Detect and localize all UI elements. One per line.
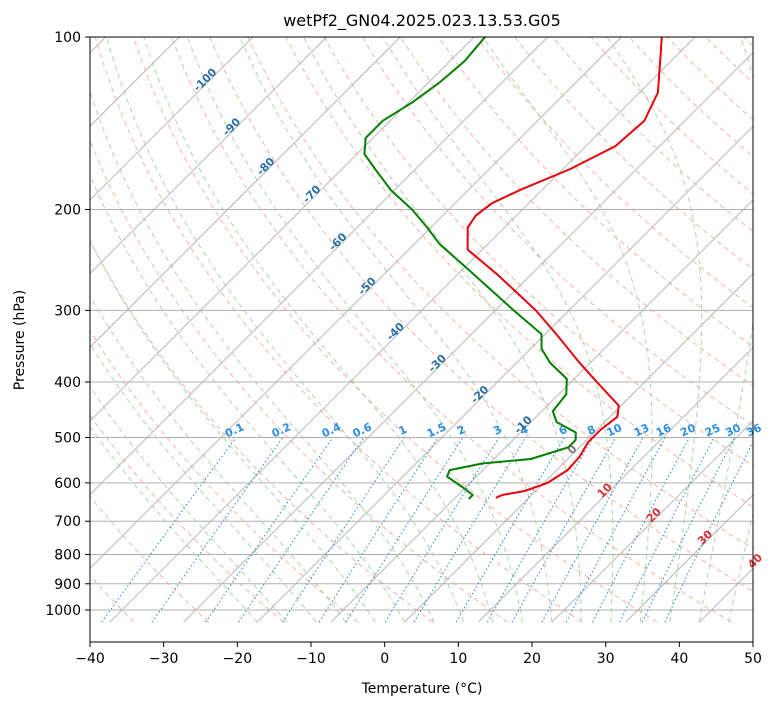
mixing-ratio-label: 13 [632, 421, 651, 439]
y-tick-label: 1000 [45, 603, 81, 619]
x-axis-title: Temperature (°C) [361, 681, 483, 697]
mixing-ratio-label: 25 [703, 421, 722, 439]
x-tick-label: 50 [744, 651, 762, 667]
y-tick-label: 800 [54, 547, 81, 563]
mixing-ratio-line [486, 437, 594, 623]
isotherm-line [109, 37, 696, 623]
background-lines [90, 37, 753, 623]
isotherm-line [90, 37, 622, 569]
mixing-ratio-line [455, 437, 565, 623]
isotherm-line [625, 494, 753, 623]
mixing-ratio-line [565, 437, 666, 623]
x-axis: −40 −30 −20 −10 0 10 20 30 40 50 [75, 642, 762, 667]
y-tick-label: 300 [54, 303, 81, 319]
isotherm-line [477, 346, 753, 623]
mixing-ratio-line [619, 437, 715, 623]
mixing-ratio-label: 10 [605, 421, 625, 439]
moist-adiabat-line [143, 37, 494, 623]
mixing-ratio-line [345, 437, 464, 623]
x-tick-label: −10 [296, 651, 326, 667]
x-tick-label: 20 [523, 651, 541, 667]
mixing-ratio-line [641, 437, 736, 623]
isotherm-line [90, 37, 475, 422]
isotherm-line [90, 37, 401, 348]
x-tick-label: −40 [75, 651, 105, 667]
dry-adiabat-line [90, 239, 434, 623]
mixing-ratio-line [151, 437, 284, 623]
dry-adiabat-line [90, 139, 508, 623]
isotherm-line [183, 52, 753, 623]
y-tick-label: 700 [54, 514, 81, 530]
y-axis: 100 200 300 400 500 600 700 800 900 1000 [45, 30, 90, 619]
dry-adiabat-line [90, 495, 210, 623]
mixing-ratio-label: 30 [723, 421, 743, 439]
moist-adiabat-line [90, 174, 405, 623]
isotherm-line [90, 37, 254, 201]
y-tick-label: 400 [54, 375, 81, 391]
chart-title: wetPf2_GN04.2025.023.13.53.G05 [283, 11, 561, 31]
moist-adiabat-line [90, 239, 376, 623]
y-tick-label: 600 [54, 476, 81, 492]
dry-adiabat-line [171, 37, 732, 623]
isotherm-line [90, 37, 327, 275]
dry-adiabat-line [323, 37, 753, 467]
moist-adiabat-line [303, 37, 582, 623]
mixing-ratio-line [205, 437, 334, 623]
mixing-ratio-line [238, 437, 365, 623]
dry-adiabat-line [90, 574, 135, 623]
moist-adiabat-line [90, 89, 435, 623]
dry-adiabat-line [209, 37, 753, 592]
mixing-ratio-line [592, 437, 690, 623]
profile-series [363, 37, 663, 500]
moist-adiabat-line [187, 37, 523, 623]
x-tick-label: −20 [223, 651, 253, 667]
dry-adiabat-line [94, 37, 583, 623]
dry-adiabat-line [437, 37, 753, 348]
mixing-ratio-line [101, 437, 237, 623]
x-tick-label: −30 [149, 651, 179, 667]
isotherm-line [551, 420, 753, 623]
x-tick-label: 0 [380, 651, 389, 667]
plot-frame [89, 36, 754, 643]
moist-adiabat-line [90, 385, 288, 623]
moist-adiabat-line [482, 37, 653, 623]
temperature-profile-line [466, 37, 663, 499]
x-tick-label: 40 [670, 651, 688, 667]
mixing-ratio-line [664, 440, 753, 623]
x-tick-label: 30 [597, 651, 615, 667]
moist-adiabat-line [90, 425, 258, 623]
dewpoint-profile-line [363, 37, 577, 500]
y-axis-title: Pressure (hPa) [12, 290, 28, 390]
moist-adiabat-line [106, 37, 464, 623]
moist-adiabat-line [382, 37, 614, 623]
y-tick-label: 500 [54, 431, 81, 447]
y-tick-label: 200 [54, 202, 81, 218]
dry-adiabat-line [361, 37, 753, 427]
x-tick-label: 10 [449, 651, 467, 667]
mixing-ratio-label: 16 [654, 421, 674, 439]
dry-adiabat-line [90, 414, 284, 623]
isotherm-line [256, 125, 753, 623]
dry-adiabat-line [476, 37, 753, 309]
isotherm-line [330, 199, 753, 623]
y-tick-label: 900 [54, 577, 81, 593]
moist-adiabat-line [239, 37, 553, 623]
isotherm-line [404, 273, 753, 623]
mixing-ratio-line [384, 437, 500, 623]
mixing-ratio-label: 20 [678, 421, 698, 439]
mixing-ratio-label: 36 [744, 421, 764, 439]
moist-adiabat-line [90, 342, 317, 623]
y-tick-label: 100 [54, 30, 81, 46]
isotherm-line [90, 37, 548, 496]
